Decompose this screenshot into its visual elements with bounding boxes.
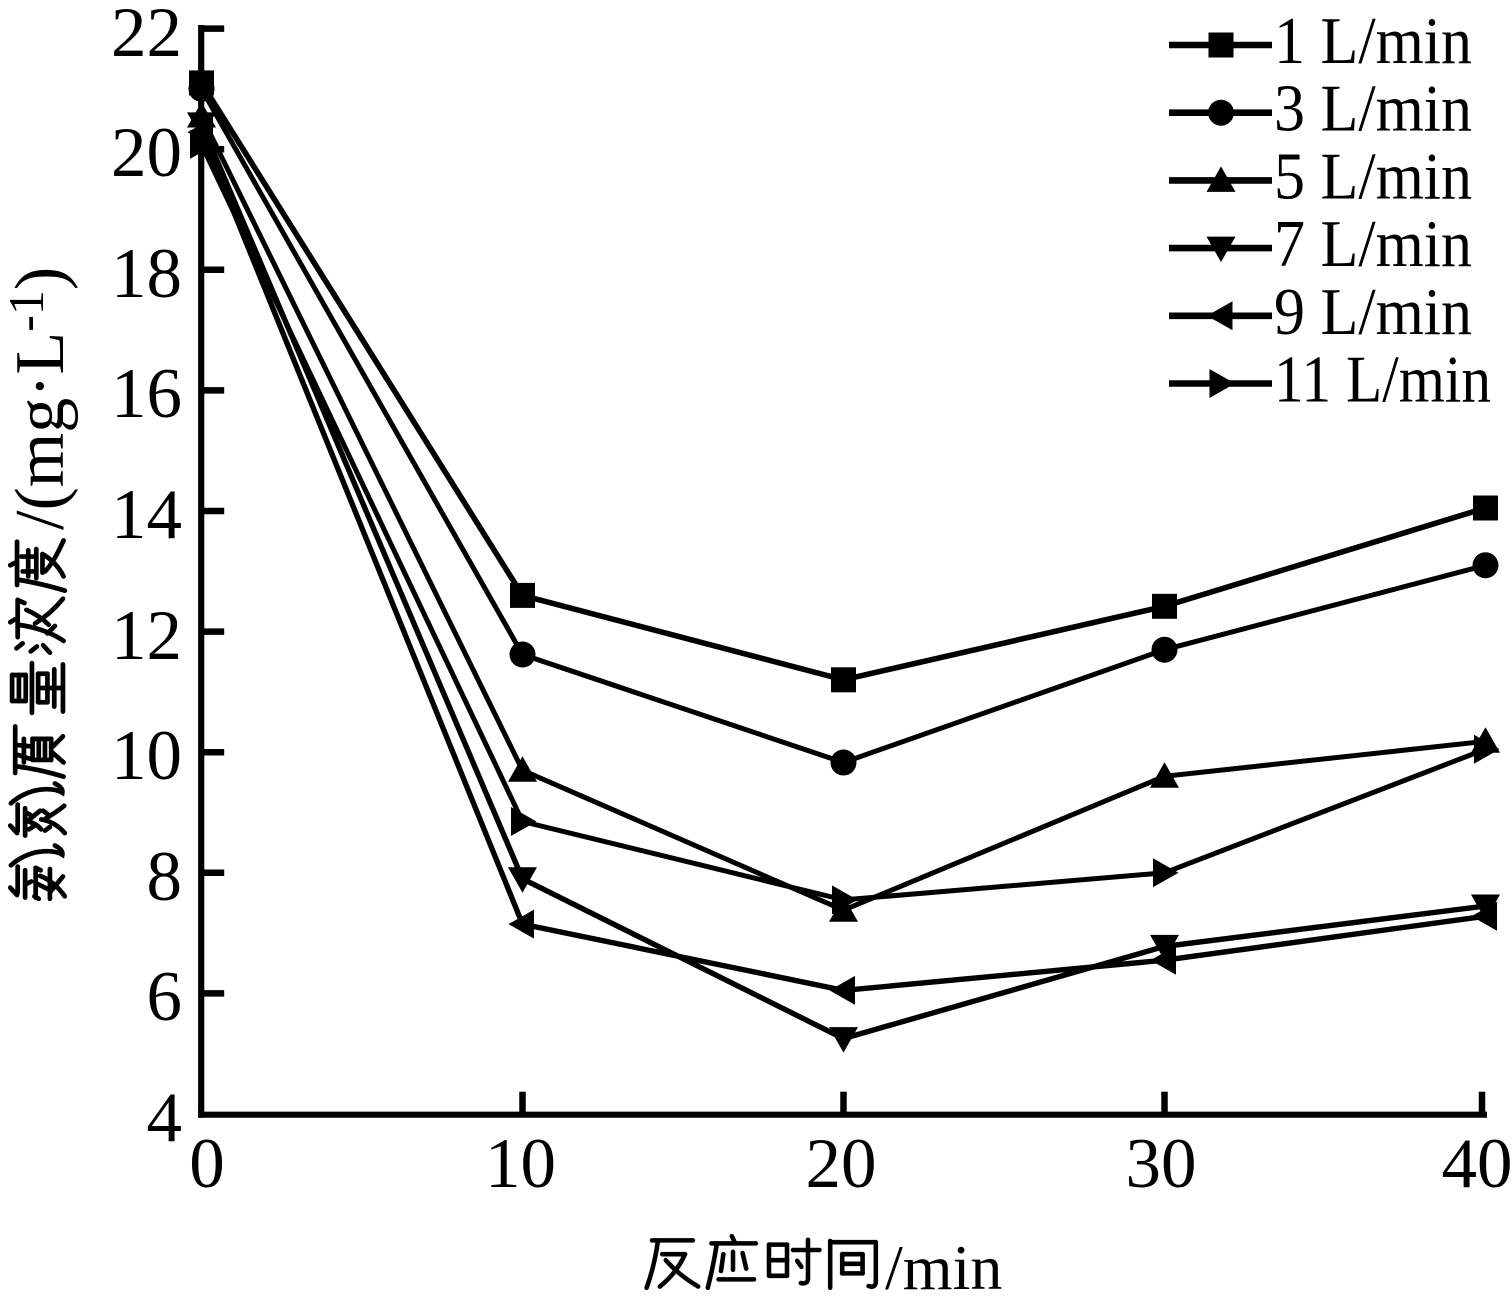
svg-text:11 L/min: 11 L/min — [1274, 343, 1491, 417]
svg-text:10: 10 — [111, 717, 182, 795]
svg-text:0: 0 — [189, 1125, 225, 1203]
svg-text:6: 6 — [147, 958, 183, 1036]
svg-text:7 L/min: 7 L/min — [1274, 207, 1472, 281]
svg-text:5 L/min: 5 L/min — [1274, 139, 1472, 213]
svg-text:1 L/min: 1 L/min — [1274, 4, 1472, 78]
svg-text:20: 20 — [111, 114, 182, 192]
svg-text:14: 14 — [111, 476, 182, 554]
svg-text:10: 10 — [485, 1125, 556, 1203]
svg-text:3 L/min: 3 L/min — [1274, 72, 1472, 146]
svg-text:16: 16 — [111, 355, 182, 433]
svg-text:30: 30 — [1126, 1125, 1197, 1203]
svg-text:12: 12 — [111, 597, 182, 675]
svg-text:4: 4 — [147, 1079, 183, 1157]
svg-text:22: 22 — [111, 0, 182, 72]
svg-text:40: 40 — [1442, 1125, 1512, 1203]
svg-text:8: 8 — [147, 838, 183, 916]
svg-text:18: 18 — [111, 235, 182, 313]
svg-text:/min: /min — [885, 1232, 1002, 1299]
svg-text:9 L/min: 9 L/min — [1274, 275, 1472, 349]
svg-text:20: 20 — [806, 1125, 877, 1203]
